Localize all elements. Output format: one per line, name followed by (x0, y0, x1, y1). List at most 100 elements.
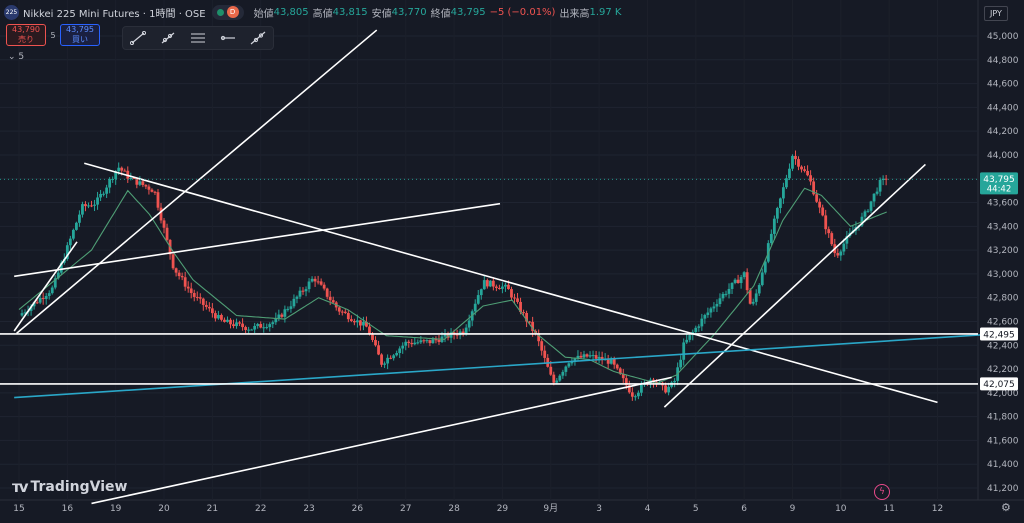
candle-body (588, 355, 592, 357)
moving-average-line (18, 187, 887, 384)
candle-body (760, 272, 764, 286)
candle-body (597, 356, 601, 359)
market-open-icon (216, 8, 224, 16)
open-value: 43,805 (273, 6, 309, 18)
candle-body (286, 308, 290, 310)
candle-body (667, 386, 670, 393)
candle-body (815, 194, 819, 202)
candle-body (881, 178, 885, 181)
volume-label: 出来高 (559, 8, 590, 20)
trend-line (84, 162, 938, 404)
y-tick-label: 45,000 (987, 32, 1019, 42)
candle-body (253, 325, 257, 330)
candle-body (277, 314, 281, 319)
x-tick-label: 29 (497, 504, 509, 514)
candle-body (836, 253, 840, 256)
candle-body (201, 298, 205, 305)
candle-body (340, 311, 344, 313)
candle-body (53, 278, 57, 288)
last-price-badge (980, 172, 1018, 195)
candle-body (289, 306, 293, 309)
candle-body (346, 312, 350, 320)
x-tick-label: 21 (207, 504, 218, 514)
y-tick-label: 44,600 (987, 80, 1019, 90)
candle-body (419, 340, 423, 343)
x-tick-label: 20 (158, 504, 170, 514)
y-tick-label: 44,800 (987, 56, 1019, 66)
candle-body (682, 342, 686, 360)
candle-body (479, 289, 483, 296)
ray-icon[interactable] (158, 30, 178, 46)
y-tick-label: 43,200 (987, 246, 1019, 256)
trend-line-icon[interactable] (128, 30, 148, 46)
candle-body (404, 341, 408, 346)
candle-body (591, 355, 595, 357)
settings-gear-icon[interactable]: ⚙ (1001, 501, 1011, 514)
candle-body (827, 229, 831, 234)
candle-body (730, 282, 734, 289)
candle-body (585, 354, 589, 357)
candle-body (310, 278, 314, 282)
candle-body (210, 308, 214, 314)
candle-body (745, 272, 749, 291)
candle-body (860, 216, 864, 226)
candle-body (407, 341, 411, 343)
trend-line (16, 29, 378, 334)
y-tick-label: 41,400 (987, 460, 1019, 470)
candle-body (806, 170, 809, 176)
candle-body (664, 385, 667, 393)
trend-line (663, 163, 926, 408)
tradingview-logo[interactable]: ᴛᴠ TradingView (12, 478, 127, 496)
x-tick-label: 10 (835, 504, 847, 514)
candle-body (875, 191, 879, 194)
candle-body (748, 290, 752, 304)
flash-icon[interactable]: ϟ (874, 484, 890, 500)
buy-button[interactable]: 43,795 買い (60, 24, 100, 46)
candle-body (81, 204, 84, 215)
candle-body (68, 238, 72, 246)
candle-body (615, 364, 619, 369)
candle-body (769, 233, 773, 244)
candle-body (84, 204, 87, 207)
candle-body (368, 326, 371, 335)
candle-body (220, 314, 223, 320)
x-tick-label: 23 (303, 504, 314, 514)
currency-selector[interactable]: JPY (984, 6, 1008, 21)
candle-body (337, 307, 341, 312)
candle-body (624, 378, 628, 386)
candle-body (609, 358, 613, 364)
candle-body (612, 358, 616, 365)
candle-body (35, 302, 39, 304)
extended-line-icon[interactable] (248, 30, 268, 46)
candle-body (627, 385, 631, 393)
blue-trend-line (14, 333, 986, 399)
candle-body (226, 319, 229, 322)
candle-body (392, 355, 396, 359)
horizontal-line-price-badge (980, 327, 1018, 341)
candle-body (316, 281, 320, 283)
candle-body (32, 302, 36, 307)
candle-body (274, 318, 278, 323)
candle-body (328, 296, 332, 301)
status-pill[interactable]: D (211, 4, 244, 20)
candle-body (141, 181, 145, 186)
y-tick-label: 44,000 (987, 151, 1019, 161)
horizontal-ray-icon[interactable] (218, 30, 238, 46)
parallel-channel-icon[interactable] (188, 30, 208, 46)
candle-body (29, 306, 33, 311)
candle-body (872, 193, 876, 202)
candle-body (788, 168, 791, 179)
sell-button[interactable]: 43,790 売り (6, 24, 46, 46)
candle-body (501, 286, 504, 289)
x-tick-label: 27 (400, 504, 411, 514)
candle-body (467, 320, 471, 328)
x-tick-label: 6 (741, 504, 747, 514)
candle-body (839, 251, 843, 256)
candle-body (733, 279, 737, 283)
candle-body (250, 329, 254, 331)
candle-body (845, 236, 849, 244)
indicators-toggle[interactable]: ⌄ 5 (8, 52, 24, 62)
symbol-name[interactable]: Nikkei 225 Mini Futures · 1時間 · OSE (23, 8, 206, 20)
